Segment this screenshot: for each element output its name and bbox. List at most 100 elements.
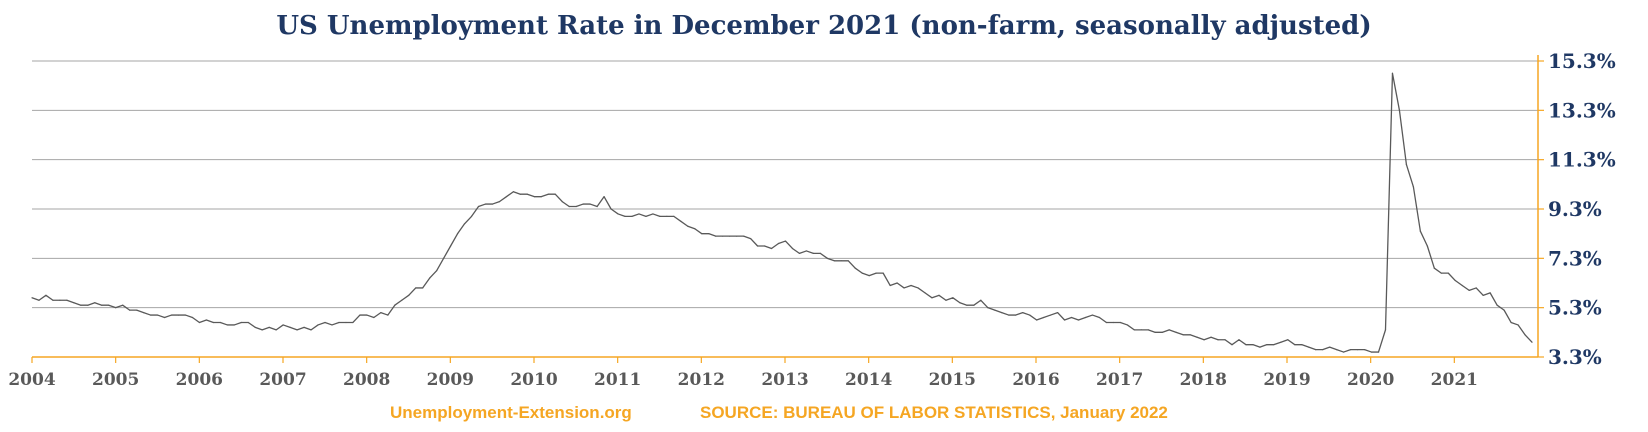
data-point (240, 321, 242, 324)
data-point (296, 329, 298, 331)
data-point (1294, 344, 1296, 346)
y-tick-label: 9.3% (1548, 197, 1602, 221)
y-tick-label: 7.3% (1548, 246, 1602, 270)
y-tick-label: 5.3% (1548, 296, 1602, 320)
data-point (1440, 272, 1442, 274)
data-point (1531, 341, 1533, 343)
y-tick-label: 3.3% (1548, 345, 1602, 369)
data-point (638, 213, 640, 215)
data-point (450, 245, 452, 247)
data-point (1210, 336, 1212, 338)
data-point (945, 299, 947, 301)
data-point (610, 208, 612, 210)
data-point (219, 321, 221, 324)
data-point (882, 272, 884, 274)
data-point (533, 196, 535, 198)
data-point (1391, 72, 1394, 74)
x-tick-label: 2010 (510, 370, 557, 390)
data-point (1022, 312, 1024, 314)
data-point (87, 304, 89, 306)
data-point (980, 299, 982, 301)
data-point (1182, 334, 1184, 336)
data-point (1140, 329, 1142, 331)
axes (32, 55, 1539, 358)
data-point (156, 314, 159, 316)
data-point (708, 233, 710, 235)
data-point (1161, 331, 1163, 333)
data-point (1433, 267, 1435, 269)
data-point (1377, 351, 1380, 353)
data-point (456, 233, 459, 235)
data-point (729, 235, 731, 237)
data-point (715, 235, 717, 237)
footer-source: SOURCE: BUREAU OF LABOR STATISTICS, Janu… (700, 403, 1168, 422)
x-tick-label: 2012 (678, 370, 725, 390)
data-point (191, 316, 194, 319)
data-point (303, 326, 305, 328)
data-point (722, 235, 724, 237)
data-point (470, 215, 473, 217)
data-point (624, 215, 626, 217)
data-point (268, 326, 270, 328)
data-point (833, 260, 835, 262)
data-point (896, 282, 898, 284)
data-point (415, 287, 417, 289)
data-point (1384, 329, 1387, 331)
data-point (115, 307, 117, 309)
data-point (1189, 334, 1191, 336)
data-point (1356, 349, 1359, 351)
data-point (589, 203, 591, 205)
data-point (387, 314, 389, 316)
data-point (59, 299, 61, 301)
data-point (861, 272, 863, 274)
data-point (66, 299, 68, 301)
data-point (101, 304, 103, 306)
data-point (226, 324, 228, 326)
data-point (373, 316, 375, 319)
data-point (1217, 339, 1219, 341)
data-point (910, 284, 912, 287)
data-point (1259, 346, 1261, 348)
data-point (582, 203, 584, 205)
data-point (1454, 279, 1456, 282)
chart-title: US Unemployment Rate in December 2021 (n… (276, 11, 1371, 41)
data-point (1147, 329, 1149, 331)
data-point (1308, 346, 1310, 348)
data-point (973, 304, 975, 306)
data-point (763, 245, 766, 247)
data-point (938, 294, 940, 296)
data-point (129, 309, 131, 311)
data-point (1070, 316, 1073, 319)
data-point (812, 252, 815, 254)
data-point (463, 223, 466, 225)
data-point (45, 294, 47, 296)
data-point (436, 270, 438, 272)
data-point (1405, 164, 1408, 166)
data-point (931, 297, 933, 299)
data-point (136, 309, 138, 311)
data-point (282, 324, 284, 326)
data-point (143, 312, 145, 314)
y-tick-label: 15.3% (1548, 49, 1616, 73)
data-point (868, 275, 870, 277)
data-point (1050, 314, 1052, 316)
data-point (631, 215, 633, 217)
data-point (756, 245, 759, 247)
data-point (1036, 319, 1038, 321)
data-point (526, 193, 528, 195)
data-point (394, 304, 396, 306)
data-point (289, 326, 291, 328)
data-point (1412, 186, 1414, 188)
data-point (736, 235, 738, 237)
data-point (1029, 314, 1031, 316)
data-point (1063, 319, 1066, 321)
data-point (777, 242, 780, 245)
y-tick-label: 13.3% (1548, 98, 1616, 122)
data-point (784, 240, 787, 242)
data-point (1301, 344, 1303, 346)
data-point (617, 213, 619, 215)
x-tick-label: 2017 (1096, 370, 1143, 390)
data-point (1447, 272, 1449, 274)
data-point (1196, 336, 1198, 338)
data-point (875, 272, 877, 274)
